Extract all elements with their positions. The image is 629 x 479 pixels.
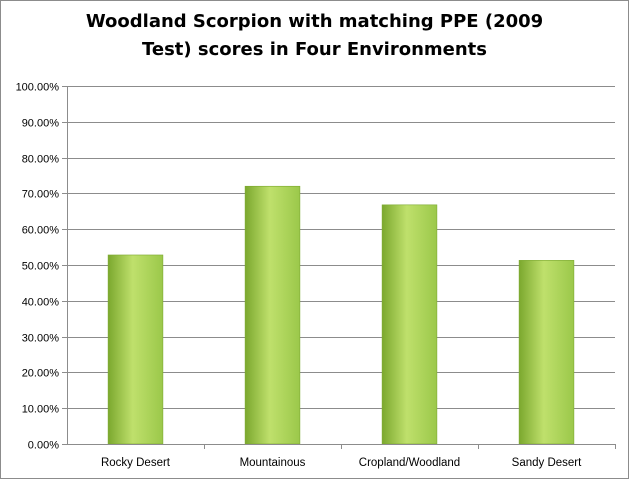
y-tick-label: 0.00% <box>28 440 59 452</box>
bar <box>244 185 301 445</box>
bar <box>381 204 438 445</box>
y-tick-label: 30.00% <box>22 333 60 345</box>
x-category-label: Sandy Desert <box>512 457 582 469</box>
bar <box>107 254 164 445</box>
bar <box>518 260 575 445</box>
x-category-label: Rocky Desert <box>101 457 171 469</box>
y-tick-label: 60.00% <box>22 225 60 237</box>
chart-title-line-2: Test) scores in Four Environments <box>141 39 488 60</box>
y-tick-label: 40.00% <box>22 297 60 309</box>
y-tick-label: 70.00% <box>22 189 60 201</box>
chart-title: Woodland Scorpion with matching PPE (200… <box>0 8 629 64</box>
y-tick-label: 90.00% <box>22 118 60 130</box>
axis-labels: 0.00% 10.00% 20.00% 30.00% 40.00% 50.00% 60.00… <box>16 82 583 470</box>
bars <box>107 185 575 445</box>
chart-title-line-1: Woodland Scorpion with matching PPE (200… <box>85 11 544 32</box>
y-tick-label: 10.00% <box>22 404 60 416</box>
x-category-label: Mountainous <box>240 457 306 469</box>
y-tick-label: 20.00% <box>22 368 60 380</box>
y-tick-label: 50.00% <box>22 261 60 273</box>
axes <box>62 86 616 449</box>
y-tick-label: 100.00% <box>16 82 60 94</box>
y-tick-label: 80.00% <box>22 154 60 166</box>
x-category-label: Cropland/Woodland <box>359 457 460 469</box>
